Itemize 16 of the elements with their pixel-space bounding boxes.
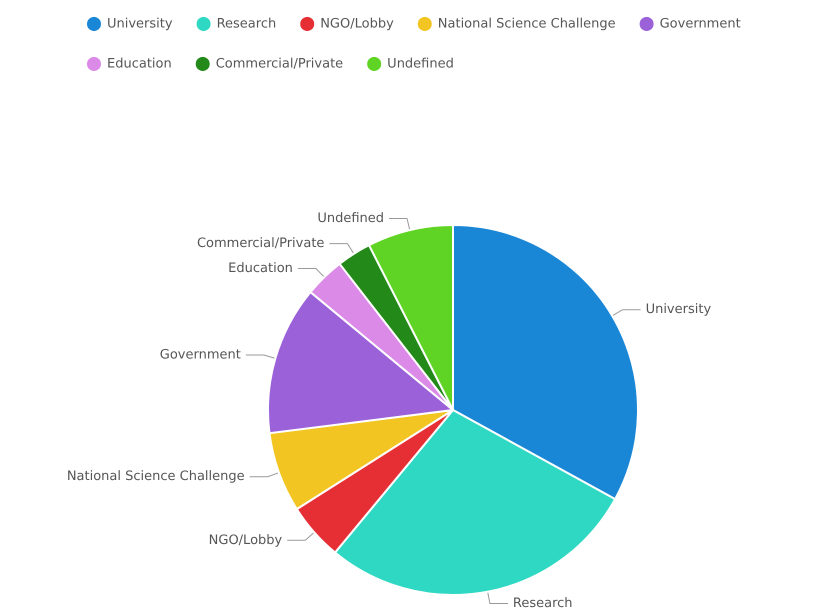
legend-label: Commercial/Private: [216, 56, 344, 72]
slice-label: Education: [228, 261, 293, 276]
legend-label: NGO/Lobby: [320, 16, 394, 32]
legend-label: Undefined: [387, 56, 454, 72]
legend-label: University: [107, 16, 173, 32]
slice-label: NGO/Lobby: [208, 532, 283, 548]
slice-label: Government: [160, 348, 241, 363]
slice-label: Commercial/Private: [196, 236, 324, 252]
slice-label: Research: [512, 596, 573, 612]
legend-label: Government: [660, 16, 741, 32]
slice-label: National Science Challenge: [66, 469, 245, 484]
legend-label: Education: [107, 56, 172, 72]
slice-label: University: [646, 302, 712, 318]
legend-label: National Science Challenge: [438, 16, 616, 32]
legend-label: Research: [216, 16, 276, 32]
slice-label: Undefined: [317, 210, 384, 226]
